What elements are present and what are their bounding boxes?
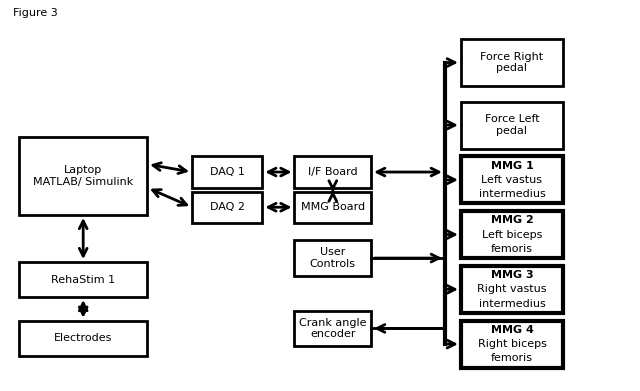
Text: Force Right
pedal: Force Right pedal xyxy=(481,52,543,74)
Text: MMG Board: MMG Board xyxy=(301,202,365,212)
Text: User
Controls: User Controls xyxy=(310,247,356,269)
FancyBboxPatch shape xyxy=(461,211,563,258)
Text: Figure 3: Figure 3 xyxy=(13,8,58,18)
Text: MMG 4: MMG 4 xyxy=(491,325,533,335)
Text: Right biceps: Right biceps xyxy=(477,339,547,349)
FancyBboxPatch shape xyxy=(192,192,262,223)
Text: Left biceps: Left biceps xyxy=(482,230,542,240)
Text: Crank angle
encoder: Crank angle encoder xyxy=(299,317,367,339)
FancyBboxPatch shape xyxy=(19,262,147,297)
FancyBboxPatch shape xyxy=(294,311,371,346)
Text: intermedius: intermedius xyxy=(479,299,545,308)
Text: MMG 1: MMG 1 xyxy=(491,161,533,170)
FancyBboxPatch shape xyxy=(19,321,147,356)
Text: I/F Board: I/F Board xyxy=(308,167,358,177)
FancyBboxPatch shape xyxy=(19,137,147,215)
Text: Force Left
pedal: Force Left pedal xyxy=(484,114,540,136)
FancyBboxPatch shape xyxy=(294,156,371,188)
Text: Left vastus: Left vastus xyxy=(481,175,543,185)
FancyBboxPatch shape xyxy=(461,266,563,313)
Text: femoris: femoris xyxy=(491,244,533,254)
FancyBboxPatch shape xyxy=(461,156,563,203)
Text: intermedius: intermedius xyxy=(479,189,545,199)
FancyBboxPatch shape xyxy=(294,240,371,276)
Text: MMG 3: MMG 3 xyxy=(491,270,533,280)
Text: Laptop
MATLAB/ Simulink: Laptop MATLAB/ Simulink xyxy=(33,165,133,187)
FancyBboxPatch shape xyxy=(294,192,371,223)
Text: DAQ 1: DAQ 1 xyxy=(210,167,244,177)
Text: MMG 2: MMG 2 xyxy=(491,215,533,225)
Text: RehaStim 1: RehaStim 1 xyxy=(51,274,115,285)
Text: Electrodes: Electrodes xyxy=(54,333,113,343)
FancyBboxPatch shape xyxy=(192,156,262,188)
FancyBboxPatch shape xyxy=(461,102,563,149)
Text: Right vastus: Right vastus xyxy=(477,284,547,294)
Text: DAQ 2: DAQ 2 xyxy=(210,202,244,212)
FancyBboxPatch shape xyxy=(461,321,563,368)
FancyBboxPatch shape xyxy=(461,39,563,86)
Text: femoris: femoris xyxy=(491,353,533,363)
